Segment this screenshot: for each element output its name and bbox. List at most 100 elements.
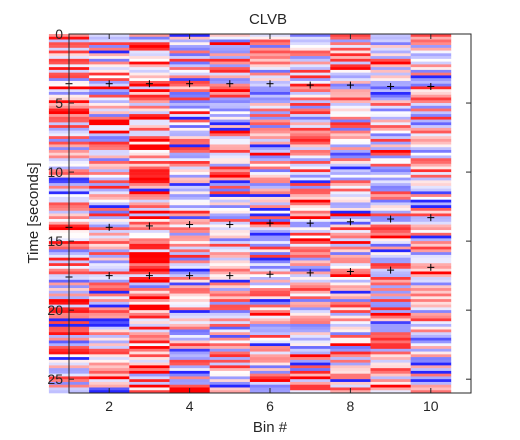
heatmap-cell (370, 282, 411, 286)
heatmap-cell (410, 290, 452, 294)
heatmap-cell (209, 384, 251, 388)
heatmap-cell (169, 194, 210, 198)
heatmap-cell (169, 180, 210, 184)
heatmap-cell (169, 91, 210, 96)
heatmap-cell (330, 335, 371, 339)
heatmap-cell (209, 86, 251, 90)
heatmap-cell (410, 105, 452, 109)
heatmap-cell (89, 241, 130, 245)
heatmap-cell (169, 174, 210, 178)
heatmap-cell (330, 312, 371, 316)
heatmap-cell (410, 80, 452, 85)
heatmap-cell (129, 282, 170, 286)
heatmap-cell (129, 359, 170, 363)
heatmap-cell (370, 329, 411, 333)
heatmap-cell (129, 290, 170, 294)
heatmap-cell (169, 144, 210, 148)
heatmap-cell (370, 194, 411, 198)
heatmap-cell (410, 149, 452, 154)
heatmap-cell (249, 141, 291, 145)
heatmap-cell (209, 64, 251, 68)
heatmap-cell (290, 147, 331, 151)
heatmap-cell (370, 36, 411, 40)
heatmap-cell (330, 125, 371, 129)
heatmap-cell (370, 246, 411, 250)
heatmap-cell (209, 108, 251, 112)
event-marker (306, 81, 314, 89)
heatmap-cell (89, 72, 130, 76)
heatmap-cell (249, 114, 291, 118)
heatmap-cell (370, 299, 411, 303)
heatmap-cell (169, 249, 210, 253)
heatmap-cell (249, 185, 291, 189)
heatmap-cell (249, 196, 291, 200)
heatmap-cell (129, 91, 170, 96)
heatmap-cell (330, 359, 371, 363)
heatmap-cell (290, 191, 331, 195)
y-tick-label: 5 (55, 95, 63, 111)
heatmap-cell (129, 61, 170, 65)
heatmap-cell (89, 337, 130, 341)
heatmap-cell (290, 108, 331, 112)
heatmap-cell (129, 238, 170, 242)
heatmap-cell (370, 69, 411, 73)
heatmap-cell (330, 69, 371, 73)
heatmap-cell (370, 91, 411, 96)
heatmap-cell (249, 174, 291, 178)
heatmap-cell (410, 141, 452, 145)
heatmap-cell (169, 216, 210, 220)
heatmap-cell (370, 368, 411, 372)
heatmap-cell (290, 61, 331, 65)
heatmap-cell (370, 114, 411, 118)
heatmap-cell (370, 75, 411, 79)
heatmap-cell (290, 50, 331, 54)
heatmap-cell (89, 133, 130, 137)
heatmap-cell (290, 166, 331, 170)
heatmap-cell (249, 381, 291, 386)
heatmap-cell (129, 370, 170, 374)
heatmap-cell (129, 78, 170, 82)
heatmap-cell (209, 141, 251, 145)
heatmap-cell (209, 103, 251, 107)
heatmap-cell (89, 122, 130, 126)
heatmap-cell (249, 122, 291, 126)
heatmap-cell (249, 337, 291, 341)
heatmap-cell (169, 166, 210, 170)
heatmap-cell (249, 307, 291, 311)
heatmap-cell (290, 119, 331, 123)
heatmap-cell (290, 138, 331, 142)
heatmap-cell (89, 282, 130, 286)
heatmap-cell (290, 246, 331, 250)
heatmap-cell (410, 277, 452, 281)
heatmap-cell (209, 114, 251, 118)
heatmap-cell (209, 323, 251, 328)
heatmap-cell (410, 58, 452, 62)
heatmap-cell (129, 196, 170, 200)
heatmap-cell (209, 116, 251, 120)
heatmap-cell (330, 254, 371, 258)
heatmap-cell (330, 337, 371, 341)
heatmap-cell (290, 149, 331, 154)
heatmap-cell (249, 69, 291, 73)
heatmap-cell (209, 191, 251, 195)
heatmap-cell (89, 312, 130, 316)
heatmap-cell (330, 321, 371, 325)
heatmap-cell (209, 354, 251, 358)
heatmap-cell (89, 296, 130, 300)
heatmap-cell (290, 34, 331, 38)
heatmap-cell (410, 296, 452, 300)
heatmap-cell (290, 39, 331, 43)
heatmap-cell (410, 161, 452, 165)
heatmap-cell (209, 285, 251, 289)
heatmap-cell (370, 381, 411, 386)
heatmap-cell (169, 122, 210, 126)
heatmap-cell (249, 180, 291, 184)
heatmap-cell (410, 323, 452, 328)
heatmap-cell (249, 301, 291, 305)
heatmap-cell (410, 335, 452, 339)
heatmap-cell (249, 155, 291, 159)
heatmap-cell (290, 332, 331, 336)
heatmap-cell (330, 348, 371, 352)
heatmap-cell (249, 293, 291, 297)
heatmap-cell (290, 376, 331, 380)
